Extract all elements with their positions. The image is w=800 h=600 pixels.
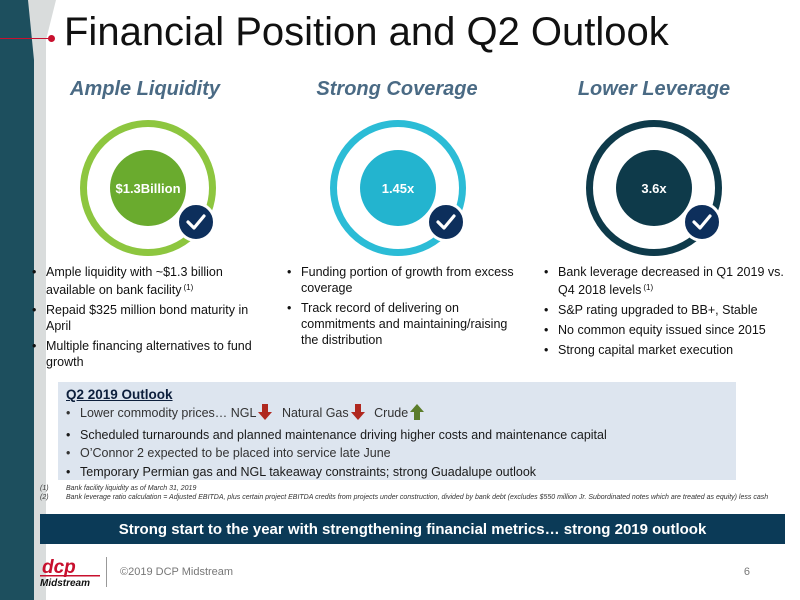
arrow-up-icon <box>410 404 425 426</box>
metric-value-coverage: 1.45x <box>360 150 436 226</box>
list-item: Funding portion of growth from excess co… <box>283 264 523 296</box>
arrow-down-icon <box>258 404 273 426</box>
coverage-bullets: Funding portion of growth from excess co… <box>283 264 523 352</box>
footnote: (1) Bank facility liquidity as of March 3… <box>40 485 197 492</box>
list-item: O’Connor 2 expected to be placed into se… <box>66 444 728 463</box>
metric-value-line: $1.3 <box>115 180 141 196</box>
checkmark-icon <box>176 202 216 242</box>
list-item: Ample liquidity with ~$1.3 billion avail… <box>28 264 268 298</box>
page-title: Financial Position and Q2 Outlook <box>64 10 669 54</box>
list-item: Strong capital market execution <box>540 342 790 358</box>
checkmark-icon <box>682 202 722 242</box>
list-item: Scheduled turnarounds and planned mainte… <box>66 426 728 445</box>
q2-outlook-box: Q2 2019 Outlook Lower commodity prices… … <box>58 382 736 482</box>
dcp-midstream-logo: dcp Midstream <box>40 557 100 588</box>
list-item: Bank leverage decreased in Q1 2019 vs. Q… <box>540 264 790 298</box>
page-number: 6 <box>743 566 750 578</box>
metric-value-leverage: 3.6x <box>616 150 692 226</box>
list-item: Temporary Permian gas and NGL takeaway c… <box>66 463 728 482</box>
footer-divider <box>106 557 107 587</box>
list-item: Multiple financing alternatives to fund … <box>28 338 268 370</box>
metric-value-liquidity: $1.3 Billion <box>110 150 186 226</box>
liquidity-bullets: Ample liquidity with ~$1.3 billion avail… <box>28 264 268 374</box>
heading-strong-coverage: Strong Coverage <box>316 78 478 100</box>
footnotes: (1) Bank facility liquidity as of March 3… <box>40 484 795 502</box>
list-item: Track record of delivering on commitment… <box>283 300 523 348</box>
list-item: Repaid $325 million bond maturity in Apr… <box>28 302 268 334</box>
list-item: No common equity issued since 2015 <box>540 322 790 338</box>
title-accent-dot <box>48 35 55 42</box>
svg-text:Midstream: Midstream <box>40 578 90 588</box>
list-item: Lower commodity prices… NGL Natural Gas … <box>66 404 728 426</box>
outlook-title: Q2 2019 Outlook <box>66 387 173 402</box>
heading-lower-leverage: Lower Leverage <box>577 78 731 100</box>
arrow-down-icon <box>350 404 365 426</box>
list-item: S&P rating upgraded to BB+, Stable <box>540 302 790 318</box>
checkmark-icon <box>426 202 466 242</box>
metric-value-line: Billion <box>140 180 181 196</box>
leverage-bullets: Bank leverage decreased in Q1 2019 vs. Q… <box>540 264 790 362</box>
svg-text:dcp: dcp <box>42 557 76 578</box>
title-accent-line <box>0 38 52 39</box>
decorative-corner-band <box>0 0 56 600</box>
heading-ample-liquidity: Ample Liquidity <box>70 78 220 100</box>
footnote: (2) Bank leverage ratio calculation = Adj… <box>40 494 769 501</box>
summary-banner: Strong start to the year with strengthen… <box>40 514 785 544</box>
copyright: ©2019 DCP Midstream <box>120 566 234 578</box>
